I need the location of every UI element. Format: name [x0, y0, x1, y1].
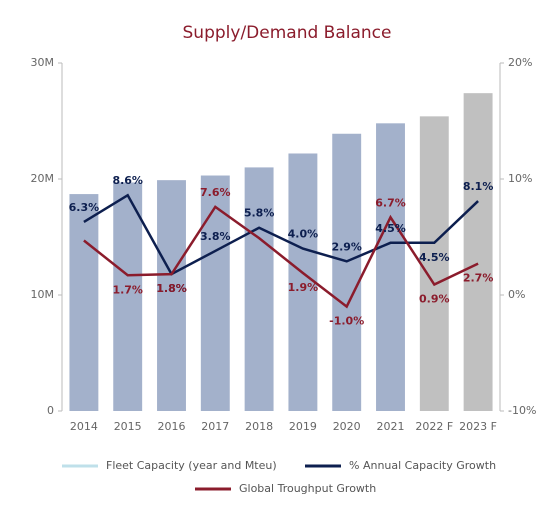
bar — [200, 175, 230, 411]
value-label: 2.7% — [463, 272, 494, 285]
bar — [288, 153, 318, 412]
value-label: 8.1% — [463, 180, 494, 193]
x-tick-label: 2014 — [70, 420, 98, 433]
value-label: 1.9% — [288, 281, 319, 294]
line — [83, 205, 479, 309]
value-label: 0.9% — [419, 293, 450, 306]
y2-tick-label: 0% — [508, 288, 525, 301]
value-label: 4.5% — [375, 222, 406, 235]
bar — [419, 116, 449, 412]
legend-label: Global Troughput Growth — [239, 482, 376, 495]
y-tick-label: 10M — [31, 288, 55, 301]
x-tick-label: 2022 F — [415, 420, 453, 433]
bar — [244, 167, 274, 411]
bar — [113, 182, 143, 411]
x-tick-label: 2018 — [245, 420, 273, 433]
x-tick-label: 2016 — [158, 420, 186, 433]
legend-label: % Annual Capacity Growth — [349, 459, 496, 472]
value-label: 4.5% — [419, 251, 450, 264]
value-label: 3.8% — [200, 230, 231, 243]
value-label: -1.0% — [329, 315, 364, 328]
y-tick-label: 0 — [47, 404, 54, 417]
y2-tick-label: 10% — [508, 172, 532, 185]
y-tick-label: 30M — [31, 56, 55, 69]
y2-tick-label: 20% — [508, 56, 532, 69]
y-tick-label: 20M — [31, 172, 55, 185]
legend-label: Fleet Capacity (year and Mteu) — [106, 459, 277, 472]
value-label: 1.8% — [156, 282, 187, 295]
value-label: 6.3% — [69, 201, 100, 214]
value-label: 1.7% — [112, 283, 143, 296]
value-label: 8.6% — [112, 174, 143, 187]
bar — [463, 93, 493, 411]
x-tick-label: 2020 — [333, 420, 361, 433]
bar — [376, 123, 405, 411]
bar — [332, 133, 362, 411]
value-label: 6.7% — [375, 196, 406, 209]
value-label: 5.8% — [244, 207, 275, 220]
bar — [157, 180, 186, 411]
line — [83, 193, 479, 276]
value-label: 2.9% — [331, 240, 362, 253]
x-tick-label: 2017 — [201, 420, 229, 433]
value-label: 4.0% — [288, 228, 319, 241]
y2-tick-label: -10% — [508, 404, 536, 417]
x-tick-label: 2023 F — [459, 420, 497, 433]
x-tick-label: 2021 — [377, 420, 405, 433]
value-label: 1.8% — [156, 282, 187, 295]
value-label: 7.6% — [200, 186, 231, 199]
chart-title: Supply/Demand Balance — [183, 23, 392, 43]
x-tick-label: 2015 — [114, 420, 142, 433]
bar — [69, 194, 99, 411]
x-tick-label: 2019 — [289, 420, 317, 433]
